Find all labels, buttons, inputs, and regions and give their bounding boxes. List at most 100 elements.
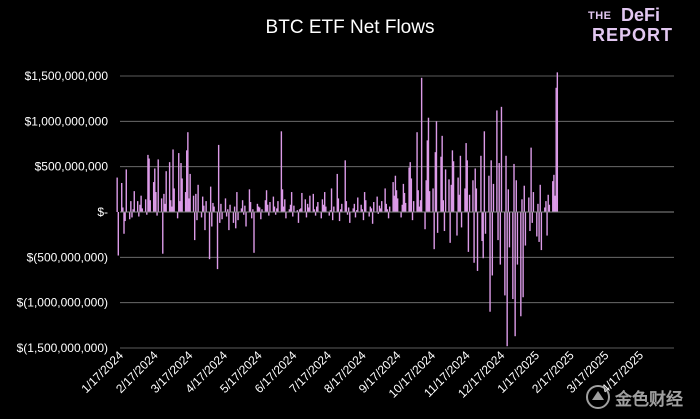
flow-bar (441, 135, 443, 212)
watermark-text: 金色财经 (615, 390, 683, 409)
flow-bar (197, 184, 199, 212)
flow-bar (489, 212, 491, 312)
flow-bar (456, 212, 458, 236)
flow-bar (253, 212, 255, 253)
flow-bar (301, 192, 303, 212)
flow-bar (547, 194, 549, 212)
flow-bar (433, 212, 435, 250)
flow-bar (163, 193, 165, 212)
flow-bar (428, 191, 431, 212)
flow-bar (418, 206, 421, 212)
flow-bar (165, 171, 167, 212)
flow-bar (216, 212, 219, 270)
flow-bar (507, 189, 509, 212)
flow-bar (316, 206, 318, 212)
flow-bar (389, 206, 391, 212)
flow-bar (411, 212, 414, 221)
flow-bar (472, 180, 474, 212)
flow-bar (149, 200, 151, 212)
flow-bar (546, 212, 548, 236)
flow-bar (196, 212, 198, 221)
flow-bar (432, 188, 434, 212)
flow-bar (221, 212, 223, 220)
chart-title: BTC ETF Net Flows (266, 17, 435, 38)
flow-bar (506, 212, 508, 347)
flow-bar (362, 212, 365, 221)
flow-bar (172, 149, 174, 212)
flow-bar (309, 195, 311, 212)
flow-bar (285, 212, 287, 219)
flow-bar (435, 121, 438, 212)
flow-bar (139, 204, 141, 212)
flow-bar (416, 132, 418, 212)
flow-bar (256, 203, 259, 212)
flow-bar (376, 196, 378, 212)
flow-bar (123, 212, 125, 234)
defi-report-logo: THE DeFi REPORT (588, 5, 672, 46)
flow-bar (474, 168, 476, 212)
flow-bar (203, 205, 205, 212)
flow-bar (232, 212, 235, 223)
flow-bar (211, 212, 213, 227)
flow-bar (296, 210, 299, 212)
flow-bar (381, 201, 383, 212)
flow-bar (530, 147, 532, 212)
flow-bar (261, 209, 263, 212)
flow-bar (249, 202, 252, 212)
flow-bar (361, 209, 364, 212)
y-tick-label: $- (97, 205, 108, 219)
flow-bar (300, 208, 302, 212)
y-tick-label: $500,000,000 (35, 160, 109, 174)
flow-bar (192, 195, 195, 212)
flow-bar (368, 212, 370, 217)
flow-bar (492, 183, 495, 212)
flow-bar (473, 212, 475, 263)
flow-bar (243, 212, 245, 215)
flow-bar (426, 140, 429, 212)
flow-bar (482, 212, 484, 259)
flow-bar (508, 212, 511, 248)
flow-bar (434, 152, 437, 212)
flow-bar (288, 209, 291, 212)
flow-bar (133, 191, 135, 212)
flow-bar (117, 212, 119, 256)
flow-bar (370, 208, 373, 212)
flow-bar (186, 150, 188, 212)
flow-bar (272, 196, 275, 212)
flow-bar (500, 106, 503, 212)
flow-bar (171, 206, 173, 212)
flow-bar (293, 205, 295, 212)
flow-bar (268, 212, 270, 216)
flow-bar (338, 212, 341, 222)
flow-bar (240, 208, 243, 212)
flow-bar (556, 72, 559, 213)
flow-bar (140, 195, 142, 212)
jinse-logo-icon (586, 385, 610, 409)
flow-bar (290, 192, 293, 212)
flow-bar (378, 205, 381, 212)
flow-bar (505, 155, 507, 212)
flow-bar (442, 200, 444, 212)
flow-bar (531, 212, 533, 223)
flow-bar (251, 212, 253, 219)
flow-bar (157, 159, 159, 212)
flow-bar (410, 178, 413, 212)
flow-bar (369, 206, 372, 212)
y-tick-label: $(500,000,000) (27, 250, 108, 264)
flow-bar (371, 212, 374, 224)
flow-bar (122, 207, 124, 212)
flow-bar (219, 212, 221, 223)
flow-bar (347, 207, 350, 212)
flow-bar (466, 160, 468, 212)
flow-bar (179, 201, 181, 212)
flow-bar (384, 188, 386, 212)
flow-bar (147, 154, 149, 212)
flow-bar (385, 203, 387, 212)
flow-bar (436, 212, 439, 233)
flow-bar (209, 186, 212, 212)
flow-bar (450, 184, 452, 212)
flow-bar (484, 212, 487, 234)
flow-bar (229, 204, 231, 212)
flow-bar (554, 195, 556, 212)
